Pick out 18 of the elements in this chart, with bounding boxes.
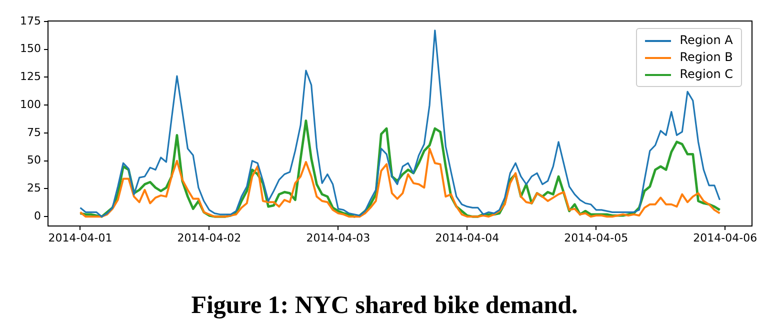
x-tick-label: 2014-04-01 [48, 231, 112, 244]
y-tick-label: 0 [34, 209, 41, 222]
x-tick-label: 2014-04-06 [693, 231, 758, 244]
legend-label: Region B [680, 49, 733, 66]
x-tick-label: 2014-04-05 [564, 231, 628, 244]
y-tick-label: 100 [20, 98, 41, 111]
y-tick-label: 175 [20, 14, 41, 28]
y-tick-label: 150 [20, 42, 41, 56]
y-tick-label: 75 [27, 126, 41, 139]
legend-label: Region C [680, 66, 733, 83]
y-tick-label: 50 [27, 154, 41, 167]
y-tick-label: 25 [27, 182, 41, 195]
x-tick-label: 2014-04-04 [435, 231, 500, 244]
caption: Figure 1: NYC shared bike demand. [190, 292, 579, 320]
y-tick-label: 125 [20, 70, 41, 84]
legend-label: Region A [680, 32, 733, 49]
x-tick-label: 2014-04-03 [306, 231, 370, 244]
x-tick-label: 2014-04-02 [177, 231, 242, 244]
